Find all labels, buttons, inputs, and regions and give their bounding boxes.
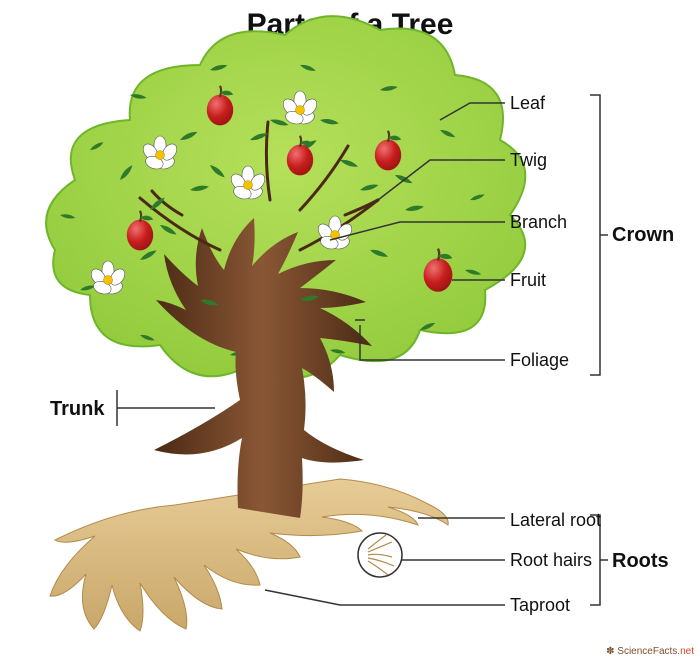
root-hairs-cluster	[368, 535, 394, 575]
lateral-root-label: Lateral root	[510, 510, 601, 531]
credit-suf: net	[680, 646, 694, 657]
twig-label: Twig	[510, 150, 547, 171]
diagram-stage: Parts of a Tree	[0, 0, 700, 661]
leaf-label: Leaf	[510, 93, 545, 114]
taproot-label: Taproot	[510, 595, 570, 616]
fruit-label: Fruit	[510, 270, 546, 291]
tree-illustration	[0, 0, 700, 661]
trunk-label: Trunk	[50, 398, 104, 421]
credit-pre: ScienceFacts.	[617, 646, 680, 657]
root-hairs-label: Root hairs	[510, 550, 592, 571]
branch-label: Branch	[510, 212, 567, 233]
roots-group-label: Roots	[612, 550, 669, 573]
credit: ✽ ScienceFacts.net	[606, 646, 694, 657]
foliage-label: Foliage	[510, 350, 569, 371]
crown-group-label: Crown	[612, 224, 674, 247]
